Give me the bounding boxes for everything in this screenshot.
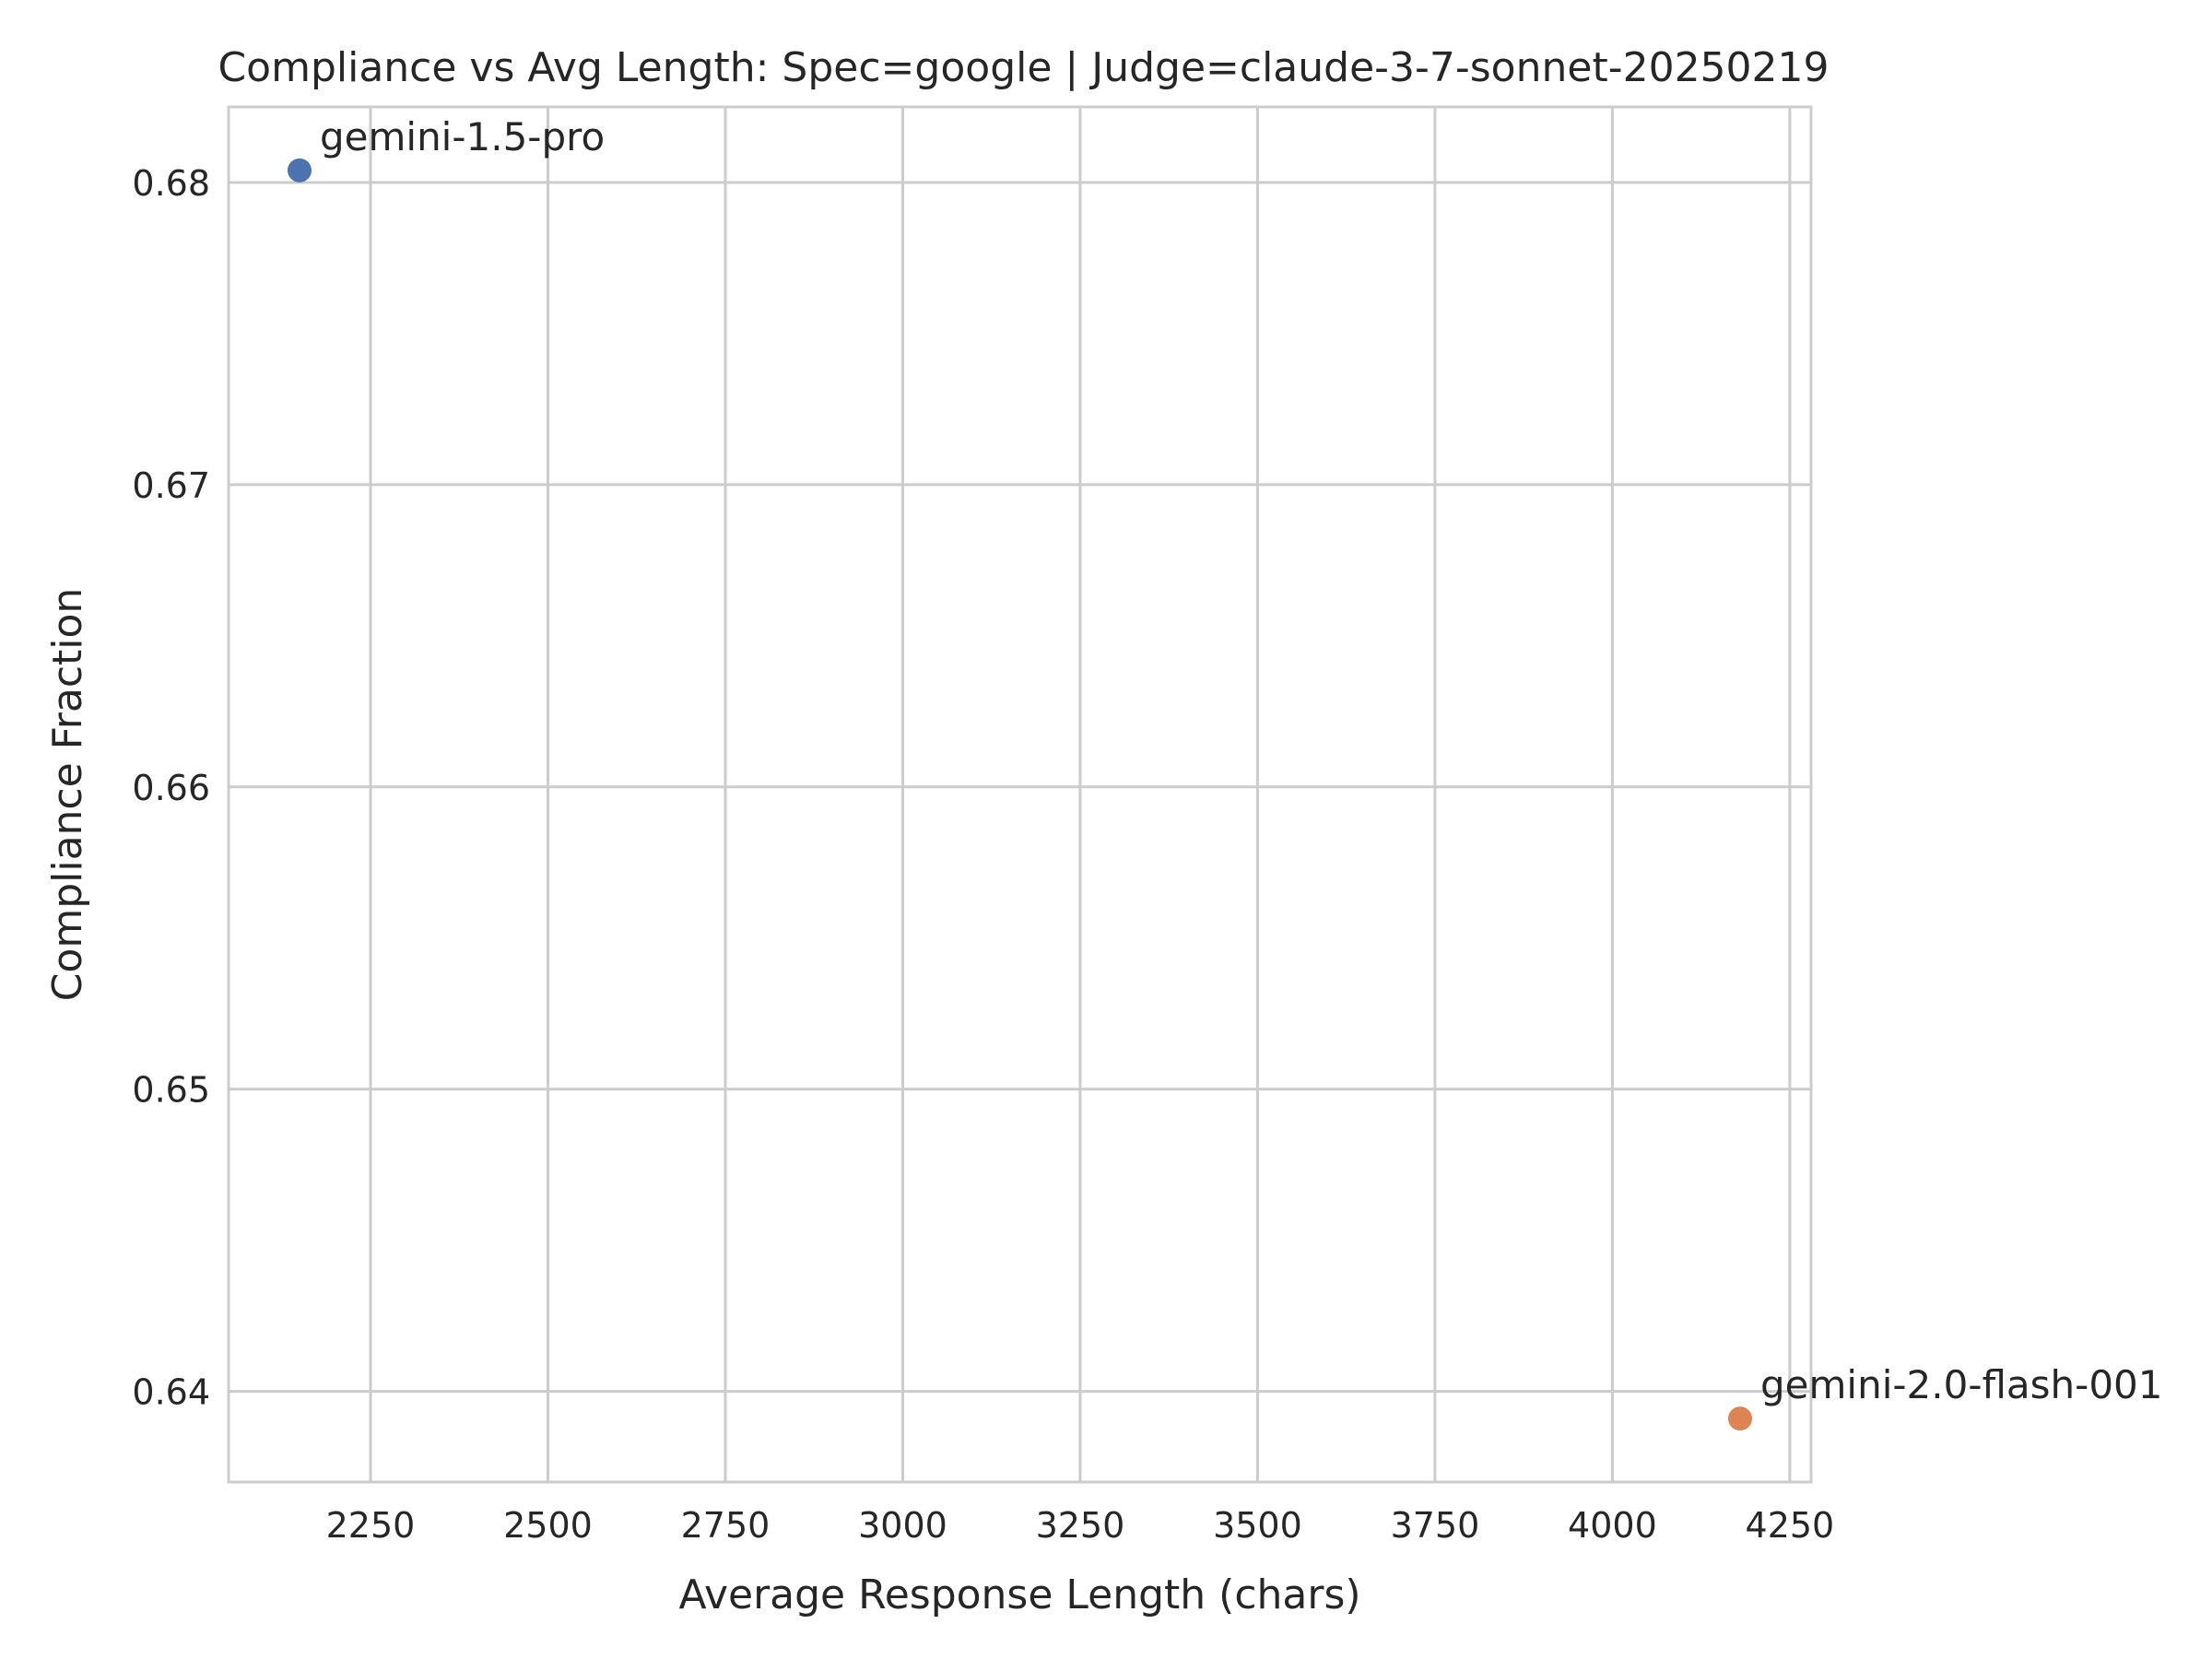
x-tick-label: 4000 [1568, 1505, 1657, 1546]
y-tick-label: 0.68 [132, 163, 210, 204]
y-tick-label: 0.64 [132, 1372, 210, 1413]
data-points: gemini-1.5-pro gemini-2.0-flash-001 [287, 114, 2163, 1431]
x-axis-label: Average Response Length (chars) [678, 1571, 1360, 1618]
x-tick-label: 3500 [1213, 1505, 1302, 1546]
y-tick-label: 0.67 [132, 465, 210, 506]
y-tick-labels: 0.64 0.65 0.66 0.67 0.68 [132, 163, 210, 1413]
x-tick-label: 3750 [1391, 1505, 1480, 1546]
x-tick-label: 2250 [326, 1505, 416, 1546]
plot-frame [227, 105, 1813, 1484]
x-tick-label: 2750 [681, 1505, 771, 1546]
y-tick-label: 0.65 [132, 1070, 210, 1111]
x-tick-labels: 2250 2500 2750 3000 3250 3500 3750 4000 4250 [326, 1505, 1835, 1546]
data-point-label: gemini-1.5-pro [320, 114, 605, 159]
x-tick-label: 3000 [858, 1505, 947, 1546]
y-tick-label: 0.66 [132, 768, 210, 808]
x-tick-label: 4250 [1746, 1505, 1835, 1546]
chart-title: Compliance vs Avg Length: Spec=google | … [218, 44, 1829, 91]
data-point [287, 158, 312, 182]
data-point [1728, 1406, 1753, 1431]
x-tick-label: 3250 [1036, 1505, 1125, 1546]
grid-layer [229, 107, 1811, 1482]
x-tick-label: 2500 [503, 1505, 593, 1546]
data-point-label: gemini-2.0-flash-001 [1760, 1362, 2162, 1407]
y-axis-label: Compliance Fraction [44, 588, 91, 1002]
